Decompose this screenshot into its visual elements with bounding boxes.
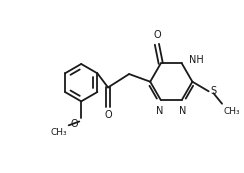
Text: NH: NH	[189, 55, 203, 65]
Text: O: O	[71, 119, 78, 129]
Text: CH₃: CH₃	[223, 107, 240, 116]
Text: N: N	[156, 106, 163, 116]
Text: N: N	[179, 106, 186, 116]
Text: CH₃: CH₃	[50, 128, 67, 137]
Text: S: S	[211, 86, 217, 96]
Text: O: O	[153, 30, 161, 40]
Text: O: O	[104, 110, 112, 120]
